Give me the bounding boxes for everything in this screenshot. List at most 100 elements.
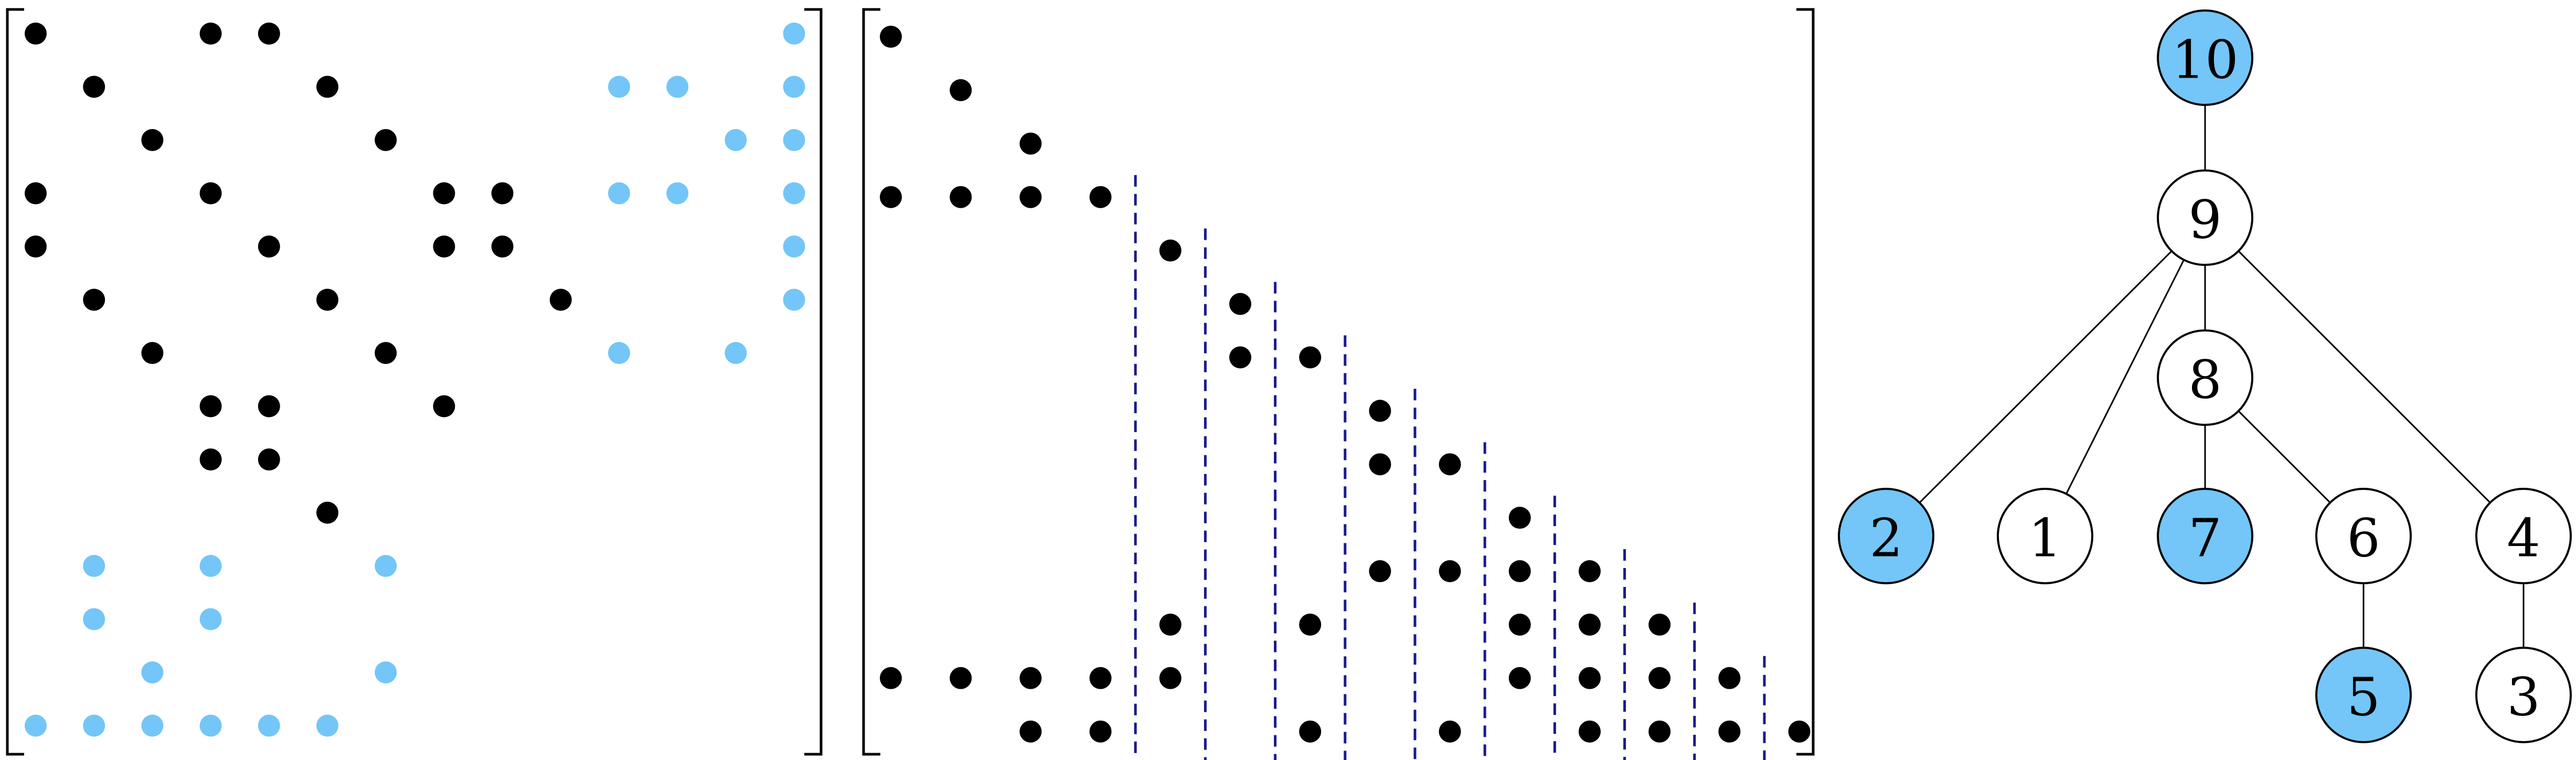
tree-node-circle	[2157, 9, 2253, 106]
tree-node-8: 8	[2157, 329, 2253, 426]
matrix-entry-blue	[141, 714, 164, 737]
matrix-entry-black	[1019, 132, 1042, 155]
tree-edge-8-6	[2238, 410, 2331, 504]
matrix-entry-black	[199, 395, 222, 418]
tree-node-4: 4	[2475, 488, 2572, 584]
matrix-entry-black	[258, 448, 280, 470]
matrix-entry-black	[1788, 720, 1811, 743]
matrix-entry-black	[199, 448, 222, 470]
matrix-entry-black	[1019, 186, 1042, 208]
matrix-entry-black	[1648, 613, 1671, 636]
matrix-entry-blue	[783, 236, 805, 258]
matrix-entry-blue	[783, 23, 805, 45]
matrix-entry-blue	[666, 76, 689, 98]
tree-node-label: 2	[1869, 508, 1903, 569]
tree-node-label: 9	[2188, 189, 2222, 251]
matrix-entry-black	[1019, 720, 1042, 743]
tree-node-label: 6	[2347, 508, 2380, 569]
tree-node-label: 5	[2347, 667, 2380, 728]
matrix-entry-black	[25, 182, 47, 205]
matrix-entry-black	[433, 236, 455, 258]
matrix-entry-black	[1579, 560, 1601, 582]
matrix-entry-blue	[725, 129, 747, 151]
matrix-entry-blue	[199, 555, 222, 577]
tree-node-circle	[2157, 169, 2253, 266]
matrix-entry-blue	[783, 182, 805, 205]
matrix-entry-black	[1159, 239, 1181, 262]
tree-node-10: 10	[2157, 9, 2253, 106]
matrix-entry-black	[950, 186, 972, 208]
matrix-entry-black	[1229, 346, 1251, 369]
matrix-entry-blue	[375, 661, 397, 683]
matrix-entry-black	[1439, 720, 1461, 743]
tree-node-circle	[2315, 647, 2412, 743]
matrix-entry-black	[1299, 613, 1322, 636]
tree-node-7: 7	[2157, 488, 2253, 584]
matrix-entry-black	[141, 342, 164, 364]
matrix-entry-black	[1089, 186, 1112, 208]
matrix-entry-blue	[258, 714, 280, 737]
matrix-entry-black	[1019, 667, 1042, 689]
matrix-entry-black	[880, 186, 902, 208]
matrix-entry-black	[433, 395, 455, 418]
matrix-entry-blue	[608, 182, 630, 205]
matrix-entry-black	[199, 23, 222, 45]
matrix-entry-black	[1299, 720, 1322, 743]
tree-node-3: 3	[2475, 647, 2572, 743]
matrix-entry-black	[950, 79, 972, 101]
tree-node-label: 10	[2171, 29, 2238, 91]
matrix-entry-blue	[608, 342, 630, 364]
left-bracket	[862, 8, 880, 756]
matrix-entry-black	[83, 288, 105, 311]
matrix-entry-black	[1089, 667, 1112, 689]
matrix-entry-black	[375, 342, 397, 364]
matrix-entry-black	[1579, 667, 1601, 689]
matrix-entry-blue	[83, 555, 105, 577]
tree-node-label: 7	[2188, 508, 2222, 569]
matrix-entry-black	[491, 182, 514, 205]
matrix-entry-blue	[83, 714, 105, 737]
matrix-entry-black	[258, 236, 280, 258]
matrix-entry-blue	[25, 714, 47, 737]
left-sparse-matrix	[6, 8, 823, 756]
tree-node-2: 2	[1838, 488, 1934, 584]
matrix-entry-blue	[199, 608, 222, 630]
matrix-entry-blue	[199, 714, 222, 737]
tree-edge-9-2	[1919, 250, 2173, 504]
matrix-entry-black	[880, 667, 902, 689]
matrix-entry-blue	[783, 129, 805, 151]
matrix-entry-blue	[83, 608, 105, 630]
matrix-entry-black	[1439, 560, 1461, 582]
right-factor-matrix	[862, 8, 1815, 760]
matrix-entry-black	[258, 395, 280, 418]
matrix-entry-black	[1648, 720, 1671, 743]
matrix-entry-blue	[375, 555, 397, 577]
tree-node-circle	[2475, 647, 2572, 743]
tree-node-label: 8	[2188, 349, 2222, 411]
matrix-entry-black	[1299, 346, 1322, 369]
matrix-entry-black	[1439, 453, 1461, 476]
matrix-entry-blue	[141, 661, 164, 683]
tree-node-9: 9	[2157, 169, 2253, 266]
matrix-entry-black	[549, 288, 572, 311]
matrix-entry-black	[1508, 613, 1531, 636]
matrix-entry-black	[1159, 613, 1181, 636]
matrix-entry-blue	[725, 342, 747, 364]
tree-node-1: 1	[1997, 488, 2093, 584]
tree-node-circle	[2315, 488, 2412, 584]
tree-node-circle	[2475, 488, 2572, 584]
matrix-entry-black	[1508, 667, 1531, 689]
matrix-entry-black	[316, 501, 338, 524]
matrix-entry-black	[491, 236, 514, 258]
matrix-entry-blue	[666, 182, 689, 205]
matrix-entry-black	[1579, 720, 1601, 743]
tree-node-circle	[2157, 488, 2253, 584]
elimination-tree: 10 9 8 2 1 7 6 4 5 3	[1838, 9, 2572, 743]
tree-node-6: 6	[2315, 488, 2412, 584]
tree-node-5: 5	[2315, 647, 2412, 743]
matrix-entry-black	[199, 182, 222, 205]
left-bracket	[6, 8, 24, 756]
matrix-entry-black	[1229, 293, 1251, 315]
matrix-entry-black	[316, 288, 338, 311]
